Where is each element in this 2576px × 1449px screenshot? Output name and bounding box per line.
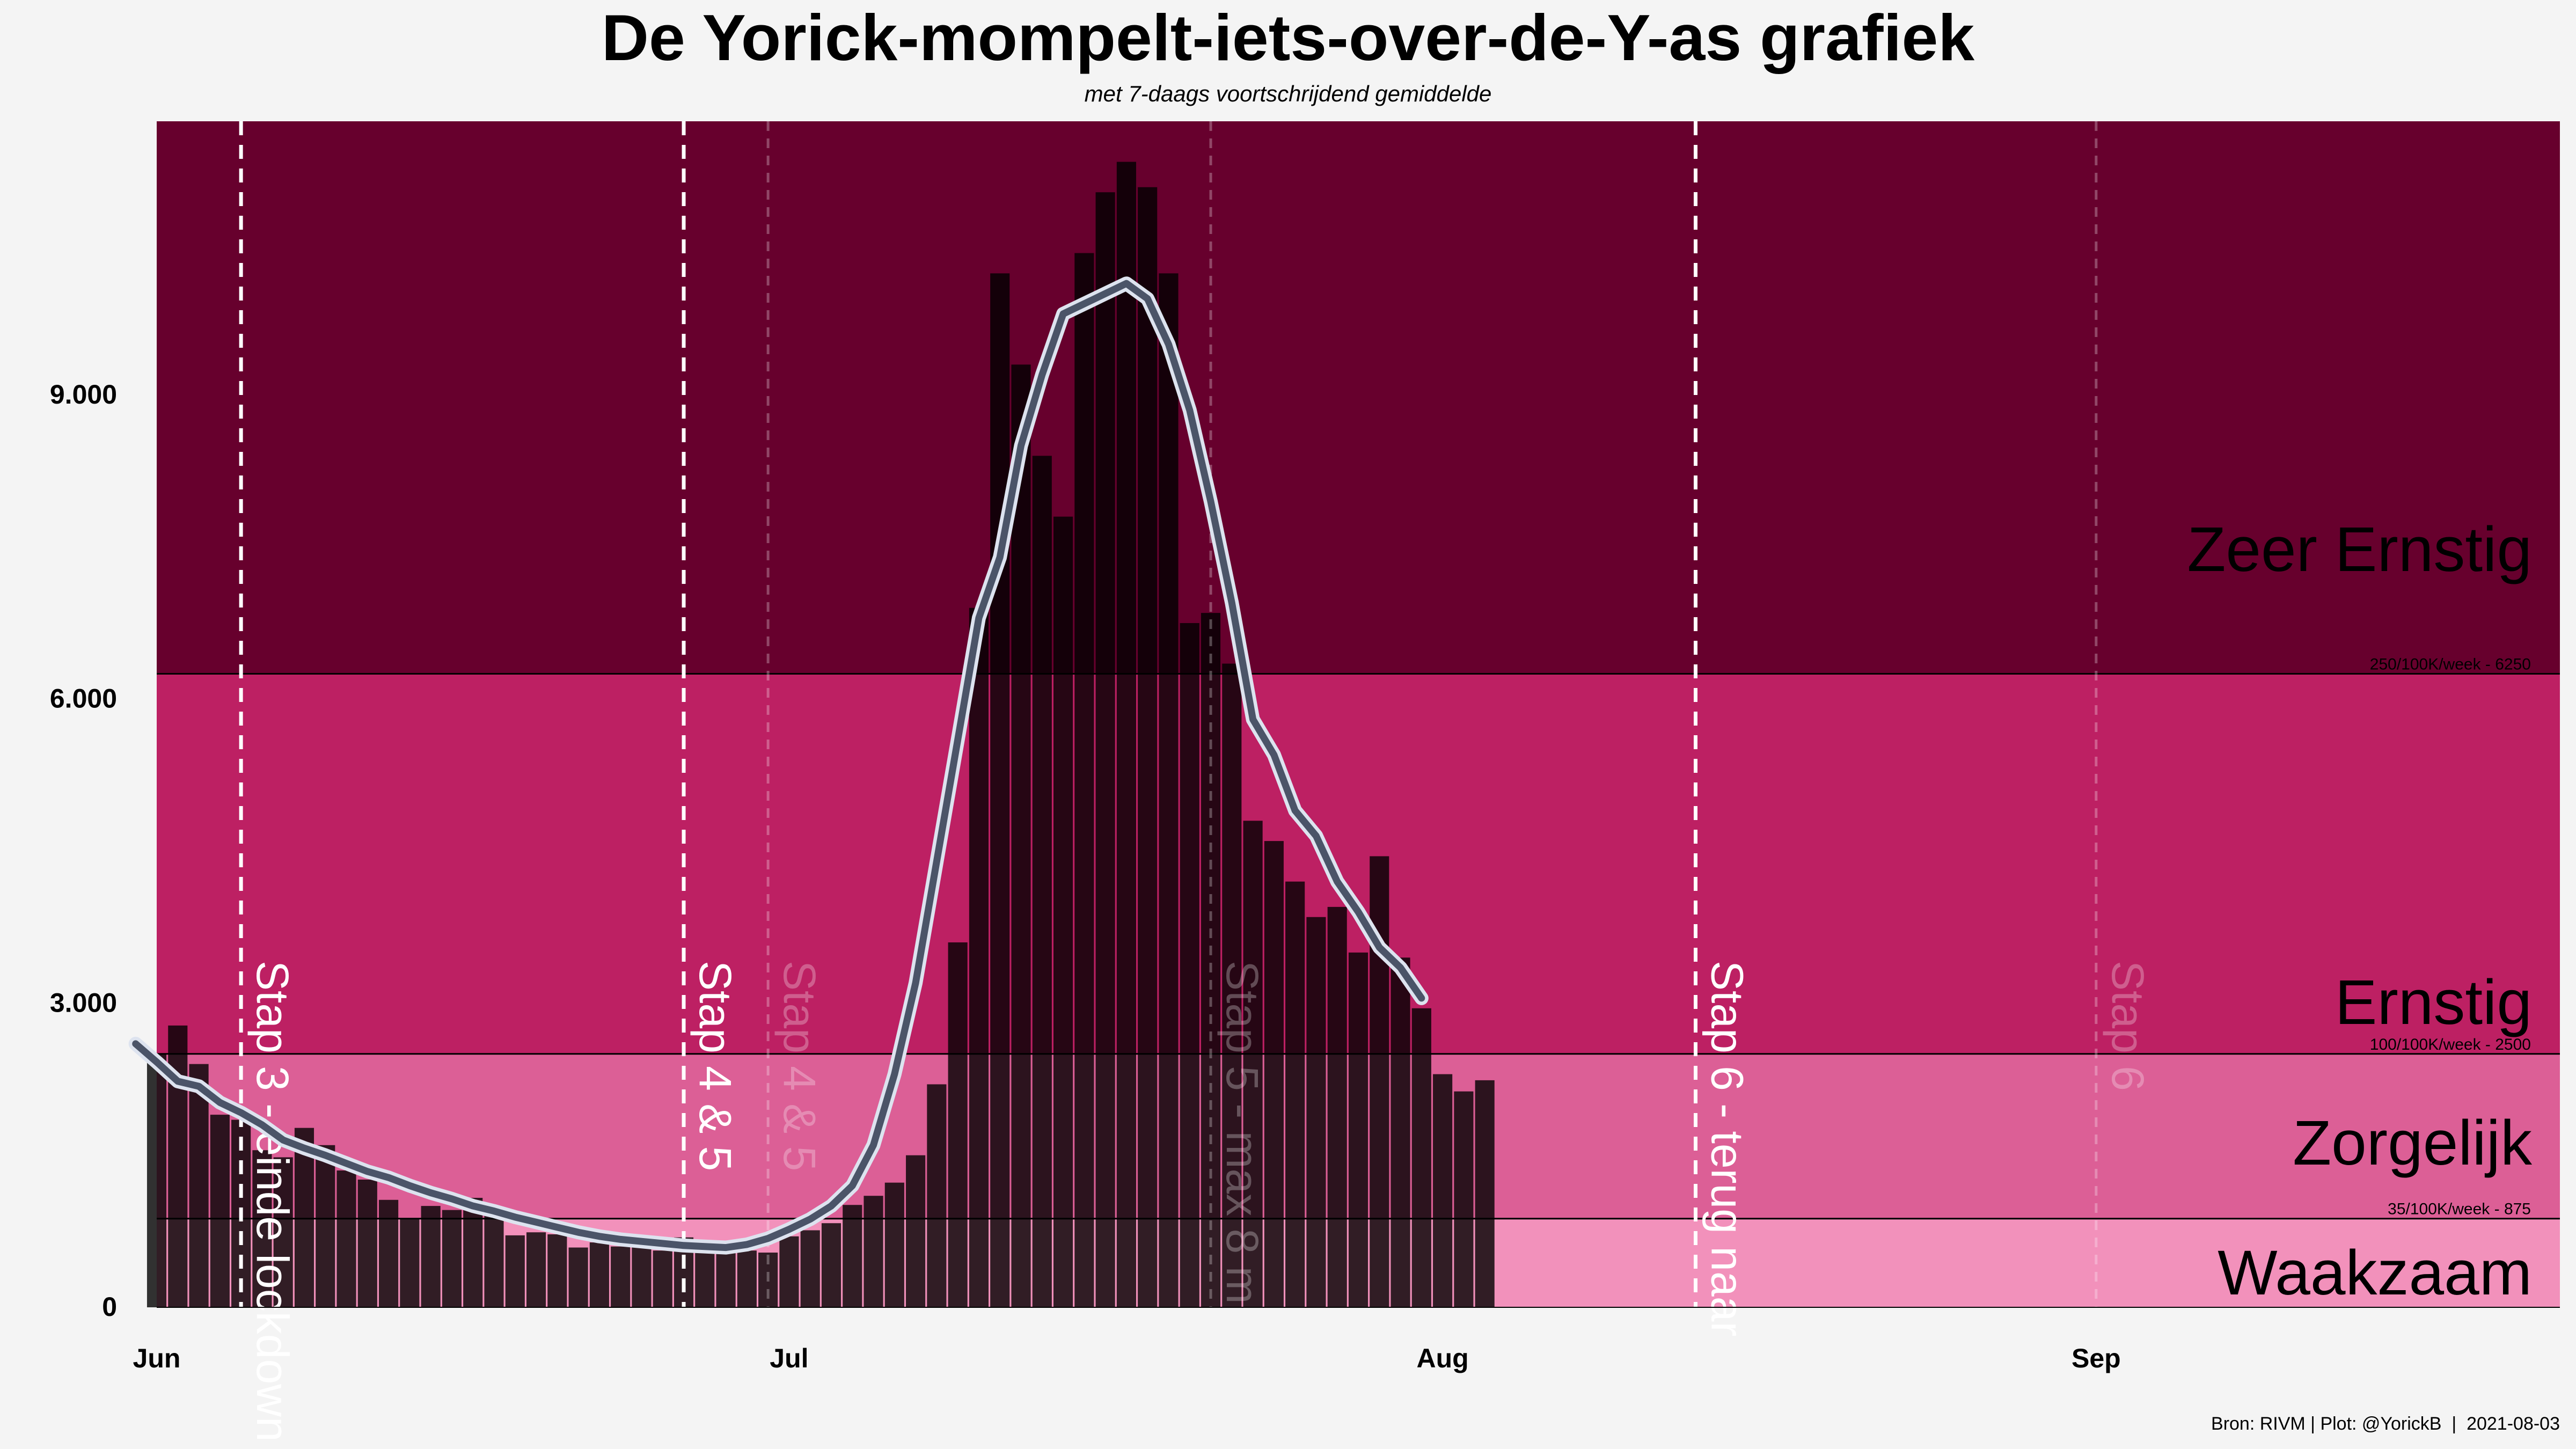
bar bbox=[1285, 881, 1305, 1307]
bar bbox=[821, 1223, 841, 1307]
bar bbox=[1095, 192, 1115, 1308]
bar bbox=[547, 1234, 567, 1307]
y-tick-label: 0 bbox=[102, 1292, 117, 1322]
bar bbox=[1433, 1074, 1453, 1307]
y-tick-label: 6.000 bbox=[50, 684, 117, 714]
bar bbox=[442, 1210, 462, 1307]
band-label-zeer-ernstig: Zeer Ernstig bbox=[2187, 514, 2532, 585]
bar bbox=[990, 273, 1010, 1307]
bar bbox=[568, 1247, 588, 1307]
bar bbox=[611, 1246, 631, 1307]
x-tick-label: Jul bbox=[770, 1343, 808, 1373]
chart-title: De Yorick-mompelt-iets-over-de-Y-as graf… bbox=[601, 1, 1975, 74]
bar bbox=[463, 1198, 483, 1307]
bar bbox=[1411, 1008, 1431, 1307]
axes: 0 3.000 6.000 9.000 Jun Jul Aug Sep bbox=[50, 379, 2560, 1373]
bar bbox=[948, 942, 968, 1307]
chart-caption: Bron: RIVM | Plot: @YorickB | 2021-08-03 bbox=[2211, 1414, 2560, 1434]
bar bbox=[1327, 906, 1347, 1307]
event-label: Stap 3 - einde lockdown bbox=[247, 961, 298, 1442]
bar bbox=[252, 1150, 272, 1307]
bar bbox=[695, 1245, 715, 1307]
chart-subtitle: met 7-daags voortschrijdend gemiddelde bbox=[1084, 81, 1492, 106]
bar bbox=[336, 1170, 356, 1307]
bar bbox=[1348, 952, 1368, 1307]
bar bbox=[800, 1230, 820, 1307]
bar bbox=[1391, 957, 1410, 1307]
bar bbox=[1116, 162, 1136, 1307]
bar bbox=[210, 1115, 230, 1307]
bar bbox=[189, 1064, 209, 1307]
bar bbox=[843, 1205, 862, 1307]
threshold-label: 100/100K/week - 2500 bbox=[2370, 1036, 2531, 1053]
bar bbox=[526, 1232, 546, 1307]
bar bbox=[1138, 187, 1158, 1307]
bar bbox=[863, 1196, 883, 1307]
bar bbox=[632, 1245, 652, 1307]
x-tick-label: Aug bbox=[1417, 1343, 1469, 1373]
moving-average-series bbox=[128, 276, 1429, 1255]
bar bbox=[294, 1128, 314, 1307]
bar bbox=[1475, 1080, 1495, 1307]
bar bbox=[758, 1253, 778, 1307]
risk-band-zeer-ernstig bbox=[157, 121, 2560, 674]
event-label: Stap 6 bbox=[2103, 961, 2153, 1091]
bar bbox=[1159, 273, 1179, 1307]
bar bbox=[906, 1155, 926, 1307]
bar bbox=[1180, 623, 1199, 1307]
y-tick-label: 9.000 bbox=[50, 379, 117, 409]
threshold-label: 250/100K/week - 6250 bbox=[2370, 655, 2531, 673]
bar-series bbox=[147, 162, 1495, 1308]
band-label-waakzaam: Waakzaam bbox=[2218, 1238, 2532, 1308]
bar bbox=[316, 1145, 335, 1307]
bar bbox=[379, 1199, 399, 1307]
band-label-ernstig: Ernstig bbox=[2335, 967, 2532, 1038]
threshold-label: 35/100K/week - 875 bbox=[2388, 1201, 2531, 1218]
bar bbox=[505, 1235, 525, 1307]
event-label: Stap 5 - max 8 m bbox=[1217, 961, 1268, 1304]
bar bbox=[421, 1206, 441, 1307]
y-tick-label: 3.000 bbox=[50, 987, 117, 1018]
moving-average-line bbox=[132, 280, 1425, 1252]
bar bbox=[484, 1214, 504, 1307]
bar bbox=[1264, 841, 1284, 1307]
event-lines: Stap 3 - einde lockdown Stap 4 & 5 Stap 4 … bbox=[239, 121, 2153, 1442]
x-tick-label: Jun bbox=[133, 1343, 181, 1373]
x-tick-label: Sep bbox=[2072, 1343, 2121, 1373]
bar bbox=[1032, 456, 1052, 1308]
bar bbox=[1454, 1091, 1474, 1307]
bar bbox=[884, 1182, 904, 1307]
bar bbox=[1243, 821, 1263, 1307]
event-label: Stap 6 - terug naar bbox=[1702, 961, 1752, 1336]
event-label: Stap 4 & 5 bbox=[774, 961, 825, 1171]
bar bbox=[400, 1218, 420, 1307]
bar bbox=[779, 1236, 799, 1307]
bar bbox=[1306, 917, 1326, 1307]
bar bbox=[1201, 613, 1221, 1307]
bar bbox=[1074, 253, 1094, 1307]
bar bbox=[653, 1250, 672, 1307]
bar bbox=[1053, 516, 1073, 1307]
bar bbox=[357, 1180, 377, 1307]
band-labels: Waakzaam Zorgelijk Ernstig Zeer Ernstig bbox=[2187, 514, 2533, 1308]
event-label: Stap 4 & 5 bbox=[690, 961, 741, 1171]
bar bbox=[969, 608, 989, 1307]
bar bbox=[716, 1253, 736, 1307]
bar bbox=[1011, 364, 1031, 1308]
bar bbox=[589, 1242, 609, 1307]
bar bbox=[1222, 663, 1242, 1307]
bar bbox=[273, 1157, 293, 1307]
bar bbox=[927, 1084, 947, 1307]
threshold-lines: 35/100K/week - 875 100/100K/week - 2500 25… bbox=[157, 655, 2560, 1220]
bar bbox=[147, 1053, 167, 1307]
bar bbox=[737, 1250, 757, 1307]
band-label-zorgelijk: Zorgelijk bbox=[2293, 1108, 2533, 1179]
